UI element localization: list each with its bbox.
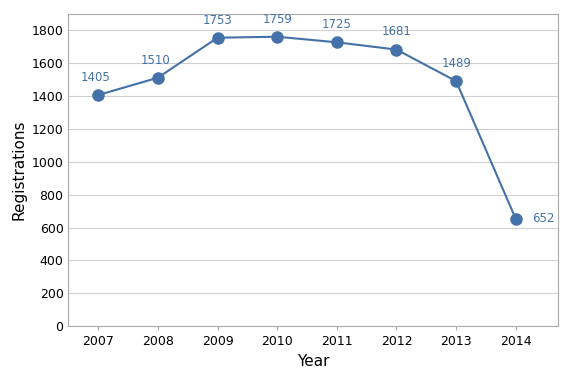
- Text: 652: 652: [532, 212, 555, 225]
- Text: 1510: 1510: [140, 54, 170, 66]
- Text: 1681: 1681: [381, 25, 412, 38]
- Text: 1489: 1489: [441, 57, 471, 70]
- Text: 1759: 1759: [262, 13, 292, 25]
- Text: 1725: 1725: [322, 18, 352, 31]
- X-axis label: Year: Year: [297, 354, 329, 369]
- Y-axis label: Registrations: Registrations: [11, 120, 26, 220]
- Text: 1753: 1753: [203, 14, 233, 27]
- Text: 1405: 1405: [80, 71, 111, 84]
